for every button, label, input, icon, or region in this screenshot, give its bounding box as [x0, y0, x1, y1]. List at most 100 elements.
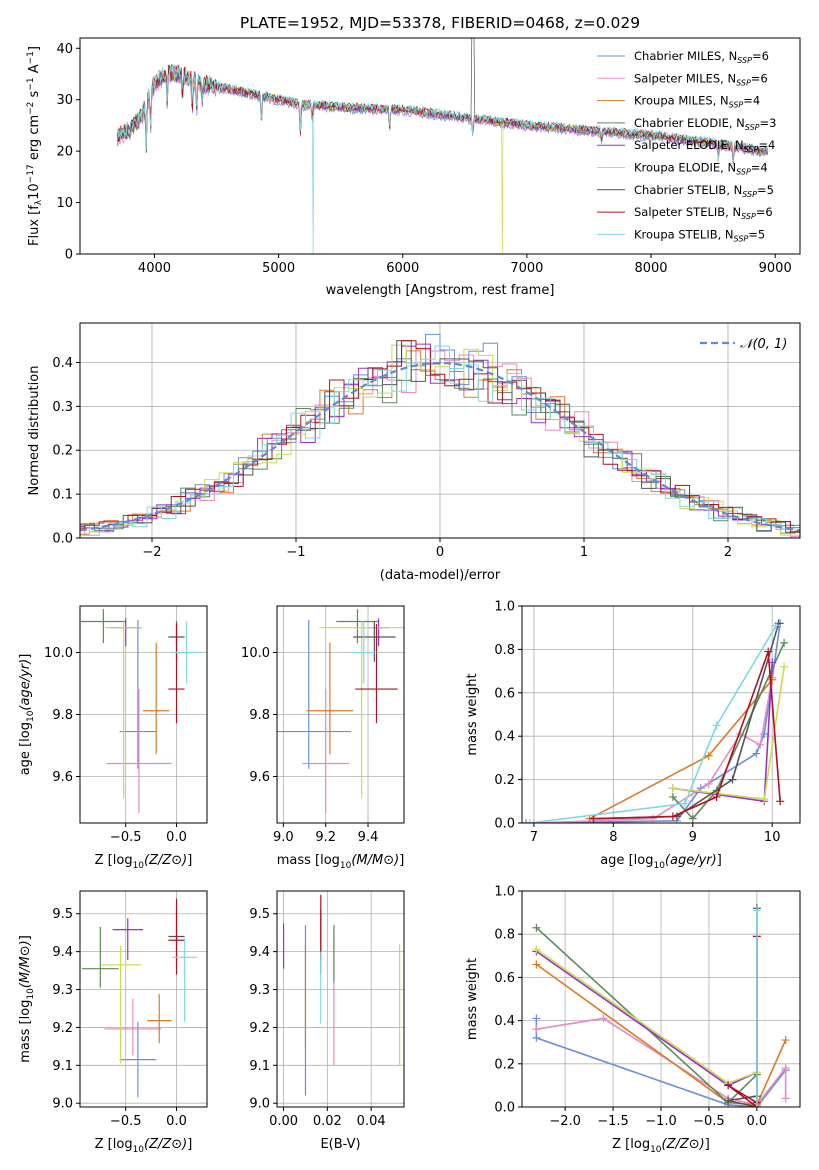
x-tick-label: 9000	[759, 261, 792, 276]
y-tick-label: 0	[65, 248, 73, 263]
y-axis-label: mass weight	[465, 958, 480, 1040]
weight-marker-kroupa-elodie	[780, 662, 789, 671]
axes-frame	[79, 322, 801, 539]
weight-marker-kroupa-miles	[781, 1036, 790, 1045]
y-tick-label: 10.0	[241, 646, 270, 661]
weight-marker-salpeter-stelib	[724, 1081, 733, 1090]
weight-marker-chabrier-miles	[522, 819, 530, 823]
weight-marker-chabrier-miles	[532, 1033, 541, 1042]
weight-marker-salpeter-miles	[781, 1064, 790, 1073]
weight-marker-salpeter-stelib	[764, 647, 773, 656]
legend-label-kroupa-elodie: Kroupa ELODIE, NSSP=4	[634, 161, 768, 177]
plot-area-mass-vs-Z	[82, 898, 197, 1098]
y-tick-label: 9.6	[52, 770, 73, 785]
y-tick-label: 1.0	[494, 885, 515, 900]
y-tick-label: 0.0	[494, 817, 515, 832]
legend-label-salpeter-elodie: Salpeter ELODIE, NSSP=4	[634, 138, 775, 154]
plot-area-weights-vs-age	[522, 619, 789, 823]
y-tick-label: 0.0	[52, 532, 73, 547]
weight-marker-chabrier-elodie	[688, 814, 697, 823]
panel-mass-vs-ebv: 0.00 0.02 0.04 9.0 9.1 9.2 9.3 9.4 9.5 E(B-V)	[249, 890, 405, 1152]
y-axis-label: mass [log10(M/M⊙)]	[18, 935, 36, 1063]
spectrum-line-kroupa-stelib	[116, 63, 768, 254]
panel-residual-histogram: −2 −1 0 1 2 0.0 0.1 0.2 0.3 0.4 𝒩(0, 1) (data-model…	[27, 322, 801, 583]
axes-frame	[276, 605, 405, 824]
axes-frame	[79, 37, 801, 255]
weight-marker-salpeter-miles	[756, 740, 765, 749]
y-tick-label: 9.3	[52, 983, 73, 998]
x-tick-label: 6000	[386, 261, 419, 276]
y-tick-label: 9.0	[52, 1097, 73, 1112]
y-tick-label: 9.5	[52, 907, 73, 922]
x-axis-label: Z [log10(Z/Z⊙)]	[95, 853, 193, 871]
x-tick-label: 0	[436, 545, 444, 560]
y-tick-label: 0.2	[494, 1057, 515, 1072]
y-axis-label: Normed distribution	[27, 366, 42, 496]
weight-marker-kroupa-stelib	[752, 1103, 761, 1107]
plot-area-spectrum	[116, 38, 768, 254]
x-axis-label: Z [log10(Z/Z⊙)]	[612, 1137, 710, 1155]
panel-spectrum: 4000 5000 6000 7000 8000 9000 0 10 20 30 40 wavelen…	[26, 37, 801, 298]
histogram-chabrier-stelib	[80, 340, 800, 533]
y-tick-label: 9.4	[52, 945, 73, 960]
weight-marker-salpeter-miles	[704, 779, 713, 788]
y-tick-label: 0.8	[494, 643, 515, 658]
panel-age-vs-mass: 9.0 9.2 9.4 9.6 9.8 10.0 mass [log10(M/M⊙)]	[241, 605, 405, 871]
weight-marker-salpeter-miles	[599, 1014, 608, 1023]
figure-title: PLATE=1952, MJD=53378, FIBERID=0468, z=0…	[240, 14, 640, 32]
weight-marker-chabrier-miles	[752, 749, 761, 758]
y-tick-label: 9.1	[249, 1059, 270, 1074]
panel-mass-vs-Z: −0.5 0.0 9.0 9.1 9.2 9.3 9.4 9.5 Z [log10(Z/Z⊙)]…	[18, 890, 208, 1155]
y-tick-label: 9.0	[249, 1097, 270, 1112]
x-tick-label: −1.0	[645, 1114, 677, 1129]
y-tick-label: 0.3	[52, 400, 73, 415]
weight-marker-salpeter-miles	[529, 819, 538, 823]
legend-label-chabrier-stelib: Chabrier STELIB, NSSP=5	[634, 183, 774, 199]
x-axis-label: mass [log10(M/M⊙)]	[277, 853, 405, 871]
weight-marker-kroupa-stelib	[525, 819, 534, 823]
histogram-kroupa-stelib	[80, 345, 800, 536]
histogram-salpeter-miles	[80, 347, 800, 538]
y-tick-label: 9.8	[52, 708, 73, 723]
weight-line-salpeter-stelib	[593, 651, 781, 820]
weight-marker-kroupa-stelib	[712, 721, 721, 730]
x-tick-label: 9.2	[315, 830, 336, 845]
y-tick-label: 9.8	[249, 708, 270, 723]
axes-frame	[79, 605, 208, 824]
panel-weights-vs-age: 7 8 9 10 0.0 0.2 0.4 0.6 0.8 1.0 age [log10(age/yr…	[465, 600, 801, 871]
legend-label-kroupa-stelib: Kroupa STELIB, NSSP=5	[634, 227, 765, 243]
x-axis-label: Z [log10(Z/Z⊙)]	[95, 1137, 193, 1155]
x-tick-label: 8000	[634, 261, 667, 276]
panel-age-vs-Z: −0.5 0.0 9.6 9.8 10.0 Z [log10(Z/Z⊙)] age [log…	[18, 605, 208, 871]
weight-marker-kroupa-miles	[704, 751, 713, 760]
x-axis-label: wavelength [Angstrom, rest frame]	[326, 283, 555, 298]
x-tick-label: 0.02	[313, 1114, 342, 1129]
weight-marker-kroupa-stelib	[680, 799, 689, 808]
axes-frame	[276, 890, 405, 1108]
y-tick-label: 0.6	[494, 971, 515, 986]
weight-marker-chabrier-elodie	[532, 923, 541, 932]
weight-marker-kroupa-elodie	[532, 945, 541, 954]
y-axis-label: mass weight	[465, 673, 480, 755]
y-tick-label: 9.5	[249, 907, 270, 922]
legend-label-chabrier-elodie: Chabrier ELODIE, NSSP=3	[634, 116, 776, 132]
y-tick-label: 9.2	[52, 1021, 73, 1036]
x-tick-label: 5000	[262, 261, 295, 276]
x-tick-label: 8	[609, 830, 617, 845]
histogram-salpeter-elodie	[80, 343, 800, 532]
gaussian-reference-line	[80, 361, 800, 532]
weight-line-chabrier-miles	[525, 623, 781, 823]
y-tick-label: 30	[56, 93, 73, 108]
y-tick-label: 10	[56, 196, 73, 211]
x-tick-label: 0.0	[166, 830, 187, 845]
x-tick-label: 7	[530, 830, 538, 845]
y-tick-label: 1.0	[494, 600, 515, 615]
weight-line-kroupa-elodie	[535, 948, 758, 1085]
y-tick-label: 9.1	[52, 1059, 73, 1074]
legend: Chabrier MILES, NSSP=6 Salpeter MILES, NS…	[597, 49, 776, 243]
x-tick-label: 0.04	[357, 1114, 386, 1129]
y-tick-label: 0.4	[494, 1014, 515, 1029]
x-tick-label: −2	[142, 545, 161, 560]
x-tick-label: 9.0	[273, 830, 294, 845]
